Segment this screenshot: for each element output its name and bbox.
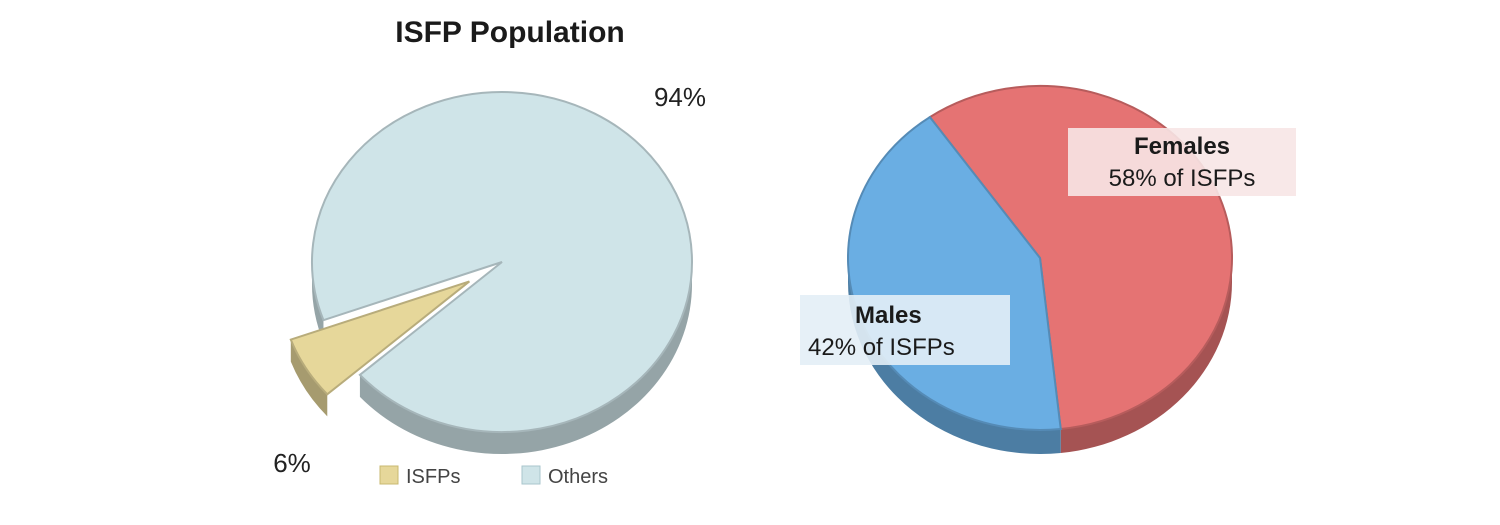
- legend-label-isfps: ISFPs: [406, 466, 460, 488]
- females-label-box: Females 58% of ISFPs: [1068, 128, 1296, 196]
- females-label: Females: [1134, 133, 1230, 160]
- others-percent-label: 94%: [654, 82, 706, 112]
- legend: ISFPs Others: [379, 465, 608, 488]
- pie-slice-side-others: [359, 262, 692, 455]
- males-label: Males: [855, 302, 922, 329]
- legend-label-others: Others: [548, 466, 608, 488]
- males-percent-label: 42% of ISFPs: [808, 334, 955, 361]
- population-pie: [289, 91, 693, 455]
- isfp-percent-label: 6%: [273, 448, 311, 478]
- pie-slice-isfps: [289, 280, 470, 396]
- chart-title: ISFP Population: [395, 16, 624, 49]
- legend-swatch-others: [521, 465, 541, 485]
- females-percent-label: 58% of ISFPs: [1109, 165, 1256, 192]
- males-label-box: Males 42% of ISFPs: [800, 295, 1010, 365]
- pie-slice-side-females: [1060, 258, 1232, 453]
- pie-slice-side-others: [312, 262, 324, 343]
- pie-slice-side-males: [848, 258, 1061, 454]
- pie-slice-others: [311, 91, 693, 433]
- legend-swatch-isfps: [379, 465, 399, 485]
